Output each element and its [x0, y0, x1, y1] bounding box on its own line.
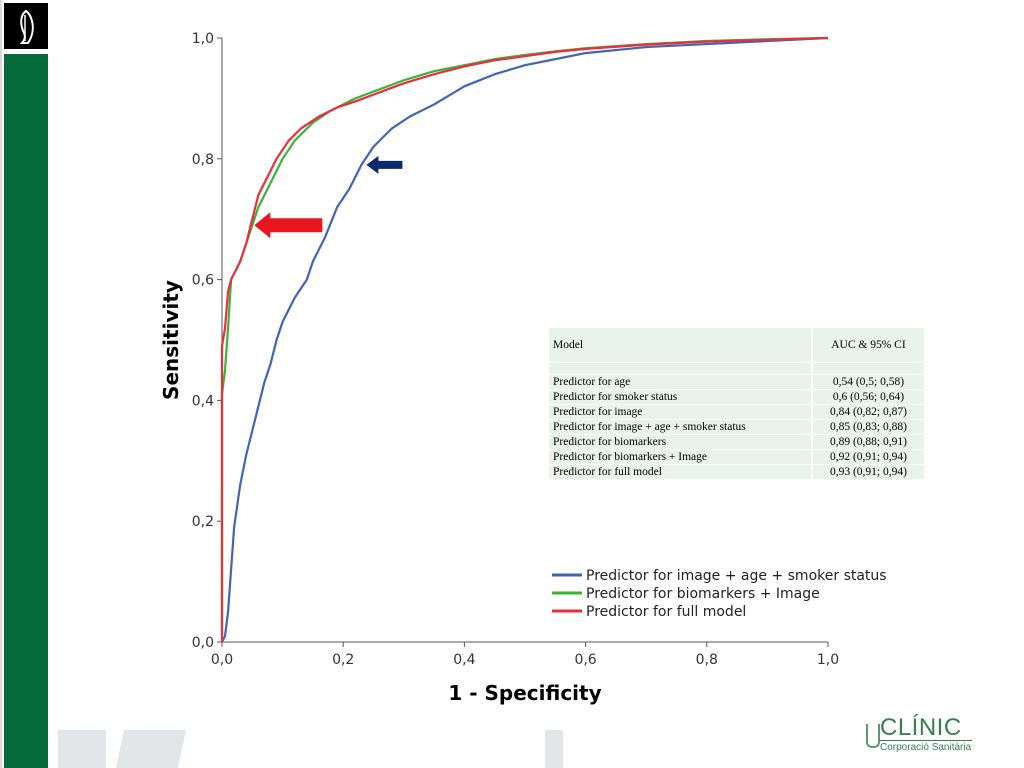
table-cell-auc: 0,93 (0,91; 0,94) [810, 464, 924, 480]
table-cell-auc: 0,6 (0,56; 0,64) [810, 389, 924, 405]
y-tick-label: 0,4 [192, 393, 214, 409]
table-cell-model: Predictor for smoker status [549, 389, 812, 405]
table-spacer-row [549, 362, 924, 375]
auc-table: Model AUC & 95% CI Predictor for age 0,54… [549, 328, 924, 480]
table-row: Predictor for smoker status 0,6 (0,56; 0,… [549, 389, 924, 405]
footer-stripe [58, 730, 106, 768]
x-axis-label: 1 - Specificity [448, 681, 601, 705]
clinic-mark-icon [866, 724, 880, 748]
table-row: Predictor for biomarkers 0,89 (0,88; 0,91… [549, 434, 924, 450]
footer-stripe [545, 730, 563, 768]
y-ticks: 0,0 0,2 0,4 0,6 0,8 1,0 [192, 31, 222, 651]
legend-label: Predictor for image + age + smoker statu… [586, 568, 887, 584]
x-tick-label: 0,4 [453, 652, 475, 668]
table-cell-model: Predictor for biomarkers + Image [549, 449, 812, 465]
x-tick-label: 0,8 [696, 652, 718, 668]
table-cell-model: Predictor for image + age + smoker statu… [549, 419, 812, 435]
x-tick-label: 0,0 [211, 652, 233, 668]
x-tick-label: 0,6 [574, 652, 596, 668]
table-row: Predictor for biomarkers + Image 0,92 (0,… [549, 449, 924, 465]
table-cell-model: Predictor for full model [549, 464, 812, 480]
x-ticks: 0,0 0,2 0,4 0,6 0,8 1,0 [211, 642, 839, 668]
legend: Predictor for image + age + smoker statu… [552, 568, 887, 620]
table-cell-auc: 0,89 (0,88; 0,91) [810, 434, 924, 450]
y-tick-label: 0,8 [192, 152, 214, 168]
clinic-logo: CLÍNIC Corporació Sanitària [866, 714, 976, 760]
table-cell-auc: 0,54 (0,5; 0,58) [810, 374, 924, 390]
y-axis-label: Sensitivity [159, 280, 183, 400]
series-lines [220, 36, 829, 643]
x-tick-label: 0,2 [332, 652, 354, 668]
legend-label: Predictor for full model [586, 604, 746, 620]
table-cell-auc: 0,84 (0,82; 0,87) [810, 404, 924, 420]
side-green-band [4, 54, 48, 768]
arrow-annotation [366, 155, 403, 174]
table-header-row: Model AUC & 95% CI [549, 328, 924, 363]
y-tick-label: 0,0 [192, 635, 214, 651]
annotation-arrows [254, 155, 403, 239]
series-line [221, 36, 829, 643]
table-cell-auc: 0,85 (0,83; 0,88) [810, 419, 924, 435]
side-panel [0, 0, 52, 768]
table-cell-auc: 0,92 (0,91; 0,94) [810, 449, 924, 465]
brand-rule [880, 740, 972, 741]
table-row: Predictor for image + age + smoker statu… [549, 419, 924, 435]
table-row: Predictor for age 0,54 (0,5; 0,58) [549, 374, 924, 390]
brand-subtitle: Corporació Sanitària [880, 742, 972, 753]
table-cell-model: Predictor for biomarkers [549, 434, 812, 450]
y-tick-label: 0,2 [192, 514, 214, 530]
y-tick-label: 0,6 [192, 273, 214, 289]
legend-label: Predictor for biomarkers + Image [586, 586, 820, 602]
table-cell-model: Predictor for age [549, 374, 812, 390]
arrow-annotation [254, 212, 323, 239]
y-tick-label: 1,0 [192, 31, 214, 47]
table-row: Predictor for full model 0,93 (0,91; 0,94… [549, 464, 924, 480]
table-header-auc: AUC & 95% CI [810, 328, 924, 363]
x-tick-label: 1,0 [817, 652, 839, 668]
table-header-model: Model [549, 328, 812, 363]
table-cell-model: Predictor for image [549, 404, 812, 420]
hospital-logo-icon [4, 3, 48, 49]
table-row: Predictor for image 0,84 (0,82; 0,87) [549, 404, 924, 420]
brand-name: CLÍNIC [880, 714, 962, 741]
series-line [220, 36, 829, 642]
side-divider [0, 0, 2, 768]
